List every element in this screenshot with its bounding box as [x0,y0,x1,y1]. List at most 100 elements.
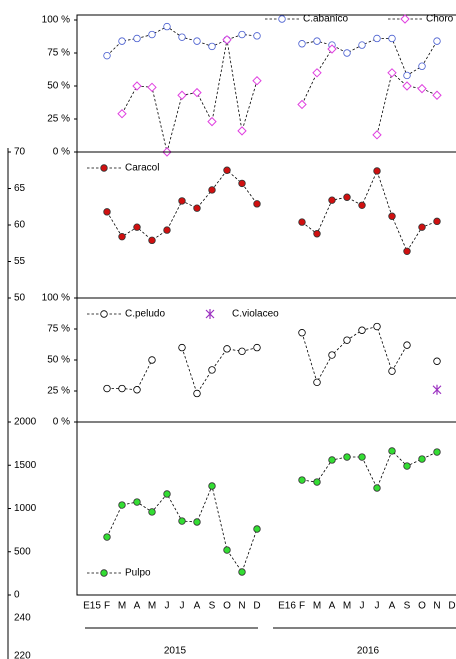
cut-axis-label: 220 [14,651,31,659]
marker [403,71,411,80]
marker [372,130,382,140]
marker [418,223,426,231]
marker [328,351,336,359]
y-tick-label: 2000 [14,417,37,428]
group-label: 2015 [164,646,187,657]
marker [328,456,336,464]
y-tick-label: 500 [14,546,31,557]
marker [223,546,231,554]
marker [118,232,126,241]
y-tick-label: 25 % [47,114,70,125]
marker [433,448,441,456]
marker [208,42,216,51]
cut-axis-label: 240 [14,613,31,624]
x-tick-label: N [433,601,440,612]
series-line [181,347,258,395]
x-tick-label: S [209,601,216,612]
marker [223,166,231,174]
series-line [107,359,153,391]
marker [133,498,141,506]
marker [118,37,126,45]
marker [343,453,351,461]
panel-frame [76,421,456,596]
series-line [121,39,258,153]
marker [193,37,201,45]
marker [178,197,186,205]
x-tick-label: J [375,601,380,612]
marker [253,200,261,208]
series-line [301,326,408,384]
series-line [106,484,258,573]
marker [312,68,322,78]
x-tick-label: M [148,601,156,612]
marker [343,193,351,201]
marker [238,30,246,39]
marker [313,478,321,486]
legend-label: Caracol [125,163,159,174]
x-tick-label: S [404,601,411,612]
marker [403,341,411,349]
group-label: 2016 [357,646,380,657]
marker [358,201,366,209]
series-line [106,169,258,241]
x-tick-label: D [448,601,455,612]
y-tick-label: 100 % [42,293,70,304]
legend-label: Choro [426,14,454,25]
marker [402,81,412,91]
marker [313,37,321,45]
marker [433,217,441,226]
series-line [376,72,438,135]
marker [373,167,381,175]
x-tick-label: M [343,601,351,612]
y-tick-label: 55 [14,256,26,267]
marker [178,517,186,525]
marker [132,81,142,91]
marker [358,326,366,334]
marker [163,22,171,31]
marker [208,366,216,374]
marker [208,186,216,194]
series-line [301,169,438,253]
marker [358,453,366,461]
marker [432,384,442,395]
legend-label: Pulpo [125,568,151,579]
x-tick-label: J [360,601,365,612]
x-tick-label: A [329,601,336,612]
marker [100,569,108,577]
marker [388,367,396,375]
x-tick-label: O [223,601,231,612]
x-tick-label: J [180,601,185,612]
series-line [106,26,258,56]
marker [178,343,186,352]
marker [278,15,286,23]
series-line [301,38,438,77]
marker [238,347,246,356]
marker [373,322,381,331]
y-tick-label: 75 % [47,48,70,59]
marker [133,386,141,394]
marker [387,68,397,78]
marker [253,525,261,533]
y-tick-label: 70 [14,147,26,158]
marker [193,518,201,526]
marker [417,83,427,94]
y-tick-label: 60 [14,220,26,231]
marker [253,343,261,352]
x-tick-label: J [165,601,170,612]
panel-frame [76,14,456,153]
marker [252,76,262,86]
marker [388,447,396,455]
y-tick-label: 100 % [42,15,70,26]
marker [328,196,336,204]
marker [297,99,307,110]
marker [433,37,441,45]
marker [133,34,141,43]
x-tick-label: A [194,601,201,612]
x-tick-label: D [253,601,260,612]
marker [298,218,306,226]
y-tick-label: 75 % [47,324,70,335]
x-tick-label: M [118,601,126,612]
marker [253,32,261,40]
x-tick-label: M [313,601,321,612]
